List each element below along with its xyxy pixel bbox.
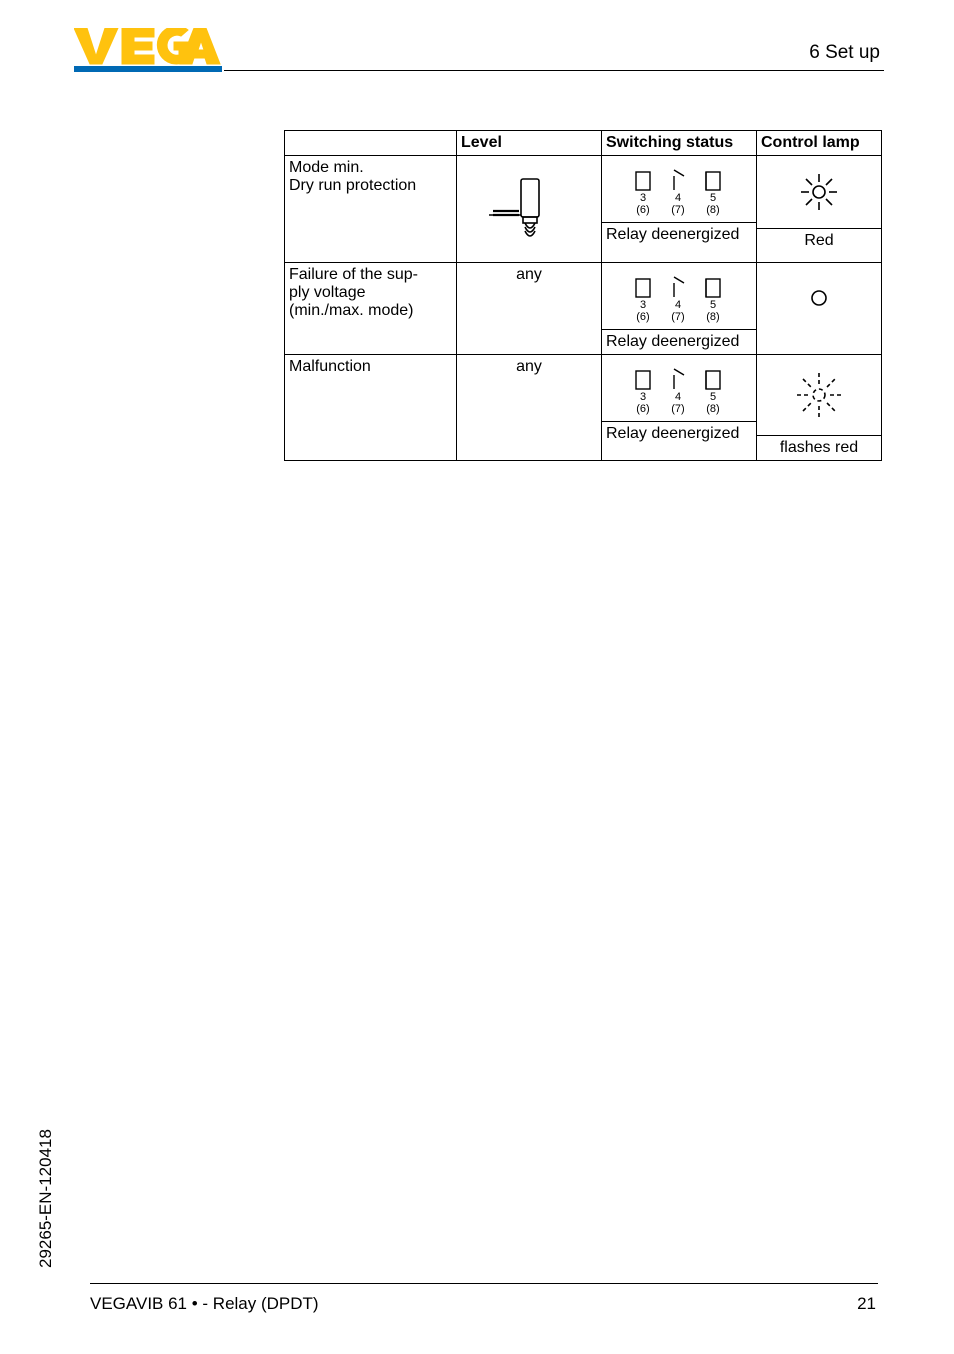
th-blank [285, 131, 457, 156]
relay-contacts-icon: 3 4 5 (6) (7) (8) [624, 273, 734, 323]
lamp-off-icon [797, 276, 841, 320]
row-switching: 3 4 5 (6) (7) (8) Relay deenergized [602, 355, 757, 461]
svg-text:5: 5 [710, 192, 716, 204]
svg-text:5: 5 [710, 391, 716, 403]
row-description: Malfunction [285, 355, 457, 461]
row-description: Failure of the sup-ply voltage(min./max.… [285, 263, 457, 355]
svg-text:(8): (8) [706, 311, 719, 323]
footer-rule [90, 1283, 878, 1284]
section-heading: 6 Set up [809, 42, 880, 64]
svg-text:4: 4 [675, 192, 681, 204]
table-row: Mode min.Dry run protection 3 4 5 (6) (7… [285, 156, 882, 263]
th-level: Level [457, 131, 602, 156]
svg-text:(6): (6) [636, 311, 649, 323]
probe-icon [489, 175, 569, 243]
vega-logo [74, 28, 222, 72]
svg-text:3: 3 [640, 299, 646, 311]
lamp-on-icon [797, 170, 841, 214]
row-switching: 3 4 5 (6) (7) (8) Relay deenergized [602, 156, 757, 263]
function-table: Level Switching status Control lamp Mode… [284, 130, 882, 461]
row-lamp: Red [757, 156, 882, 263]
footer-product: VEGAVIB 61 • - Relay (DPDT) [90, 1294, 319, 1314]
row-level [457, 156, 602, 263]
row-level: any [457, 355, 602, 461]
header-rule [224, 70, 884, 71]
doc-code: 29265-EN-120418 [36, 1129, 56, 1268]
row-lamp [757, 263, 882, 355]
table-row: Failure of the sup-ply voltage(min./max.… [285, 263, 882, 355]
svg-text:(8): (8) [706, 403, 719, 415]
svg-text:4: 4 [675, 299, 681, 311]
row-level: any [457, 263, 602, 355]
svg-text:3: 3 [640, 192, 646, 204]
svg-text:5: 5 [710, 299, 716, 311]
svg-text:(7): (7) [671, 204, 684, 216]
table-row: Malfunctionany 3 4 5 (6) (7) (8) Relay d… [285, 355, 882, 461]
lamp-flash-icon [793, 369, 845, 421]
row-switching: 3 4 5 (6) (7) (8) Relay deenergized [602, 263, 757, 355]
svg-text:3: 3 [640, 391, 646, 403]
svg-text:(7): (7) [671, 403, 684, 415]
svg-text:(6): (6) [636, 204, 649, 216]
svg-text:4: 4 [675, 391, 681, 403]
svg-text:(6): (6) [636, 403, 649, 415]
relay-contacts-icon: 3 4 5 (6) (7) (8) [624, 166, 734, 216]
relay-contacts-icon: 3 4 5 (6) (7) (8) [624, 365, 734, 415]
svg-text:(7): (7) [671, 311, 684, 323]
svg-text:(8): (8) [706, 204, 719, 216]
row-lamp: flashes red [757, 355, 882, 461]
footer-page: 21 [857, 1294, 876, 1314]
th-lamp: Control lamp [757, 131, 882, 156]
th-switching: Switching status [602, 131, 757, 156]
row-description: Mode min.Dry run protection [285, 156, 457, 263]
